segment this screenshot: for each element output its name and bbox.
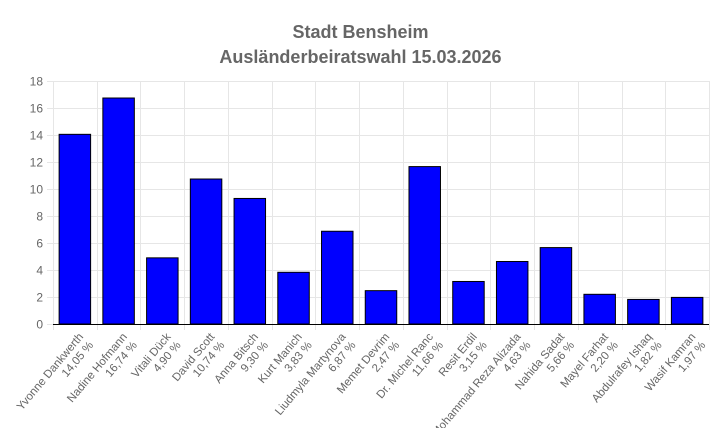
y-tick-label: 10 bbox=[30, 183, 44, 197]
bar bbox=[670, 296, 704, 325]
bar bbox=[233, 197, 267, 325]
bar bbox=[189, 178, 223, 325]
y-tick-label: 14 bbox=[30, 129, 44, 143]
x-category-label: Anna Bitsch9,30 % bbox=[212, 331, 271, 394]
bar bbox=[408, 166, 441, 325]
bar bbox=[102, 97, 135, 325]
bar bbox=[627, 298, 660, 325]
y-tick-label: 18 bbox=[30, 75, 44, 89]
bar bbox=[539, 247, 573, 325]
y-tick-label: 16 bbox=[30, 102, 44, 116]
y-tick-label: 4 bbox=[36, 264, 43, 278]
y-tick-label: 0 bbox=[36, 318, 43, 332]
bar bbox=[583, 293, 616, 325]
y-tick-label: 6 bbox=[36, 237, 43, 251]
bar bbox=[495, 260, 529, 325]
bar bbox=[277, 271, 310, 325]
y-tick-label: 12 bbox=[30, 156, 44, 170]
y-tick-label: 8 bbox=[36, 210, 43, 224]
bar bbox=[58, 133, 92, 325]
bar bbox=[452, 280, 485, 325]
bar bbox=[364, 290, 398, 325]
chart-subtitle: Ausländerbeiratswahl 15.03.2026 bbox=[219, 47, 502, 67]
chart-title: Stadt Bensheim bbox=[292, 22, 429, 42]
bar bbox=[321, 230, 354, 325]
y-tick-label: 2 bbox=[36, 291, 43, 305]
bar bbox=[146, 257, 179, 325]
